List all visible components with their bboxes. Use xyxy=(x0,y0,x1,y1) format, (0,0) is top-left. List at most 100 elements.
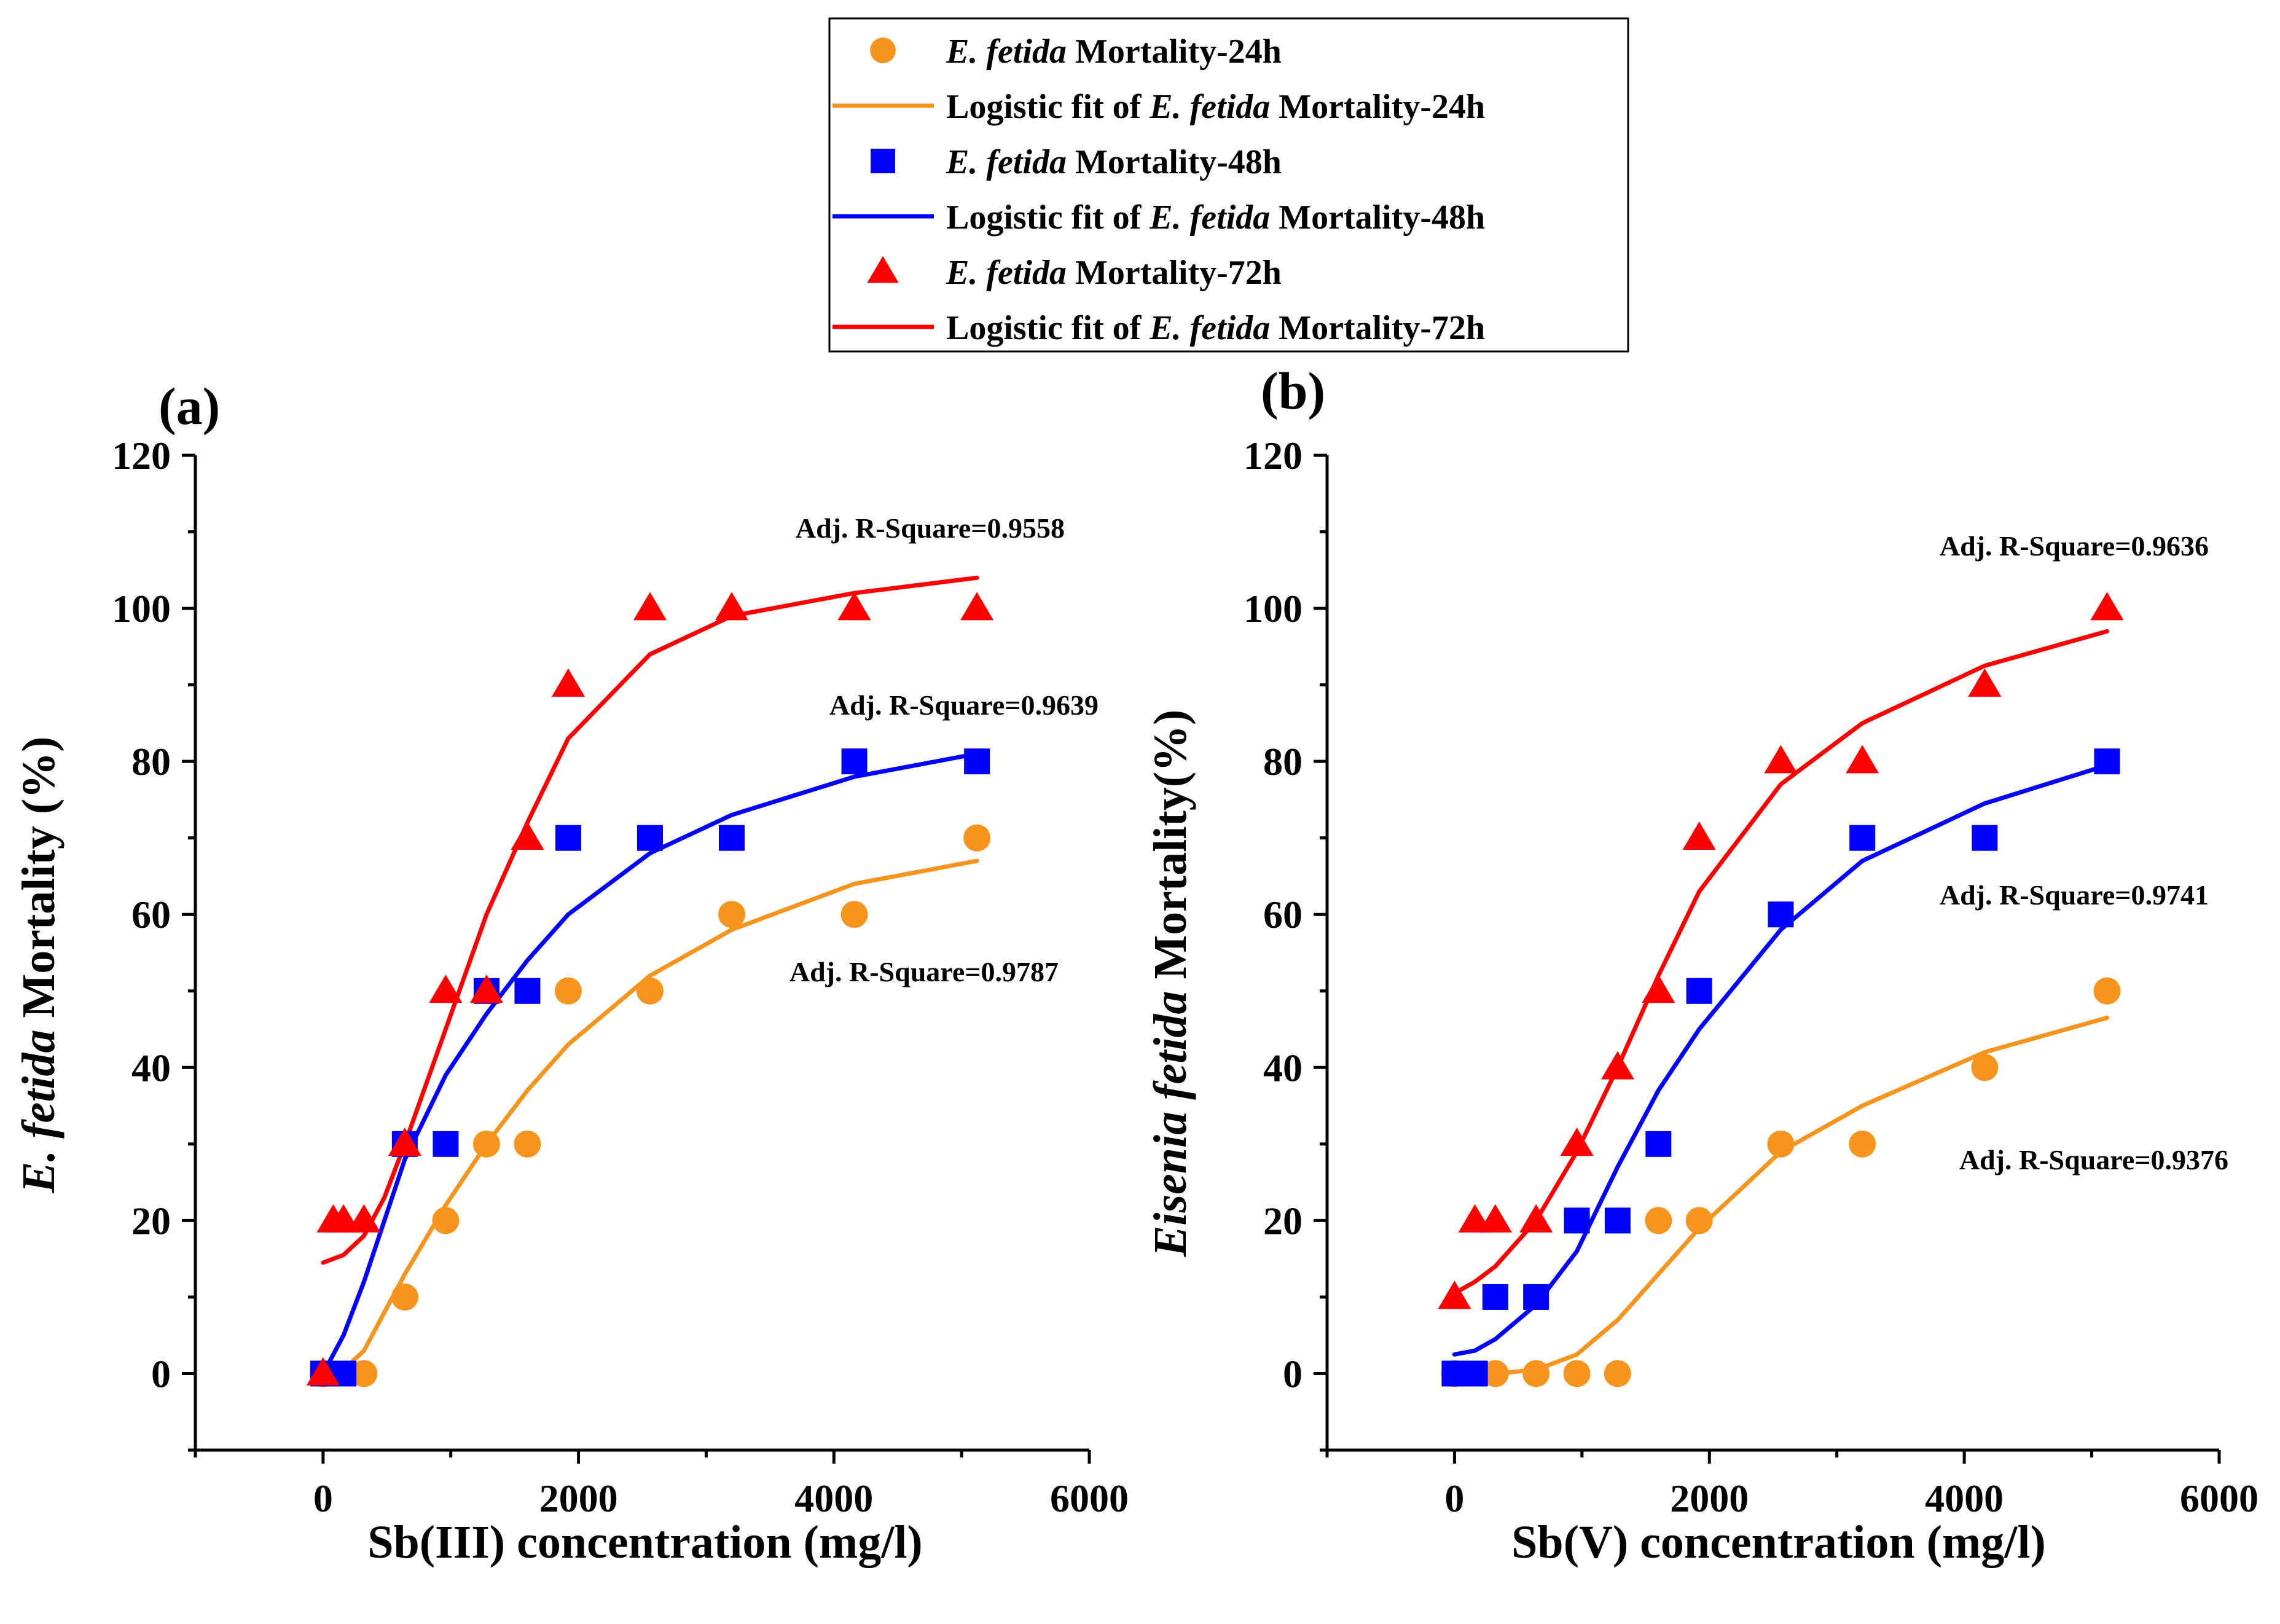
panel-b-y-tick-label: 0 xyxy=(1283,1352,1303,1395)
panel-b-annotations: Adj. R-Square=0.9376 Adj. R-Square=0.9741… xyxy=(1940,530,2228,1175)
panel-b-data-point-24h xyxy=(1685,1207,1713,1234)
panel-b-data-point-72h xyxy=(1600,1051,1634,1080)
panel-a-y-tick-label: 0 xyxy=(151,1352,171,1395)
panel-a-data-point-72h xyxy=(388,1128,421,1156)
legend-label-marker-24h: E. fetida Mortality-24h xyxy=(946,33,1282,71)
panel-a-data-point-24h xyxy=(963,824,991,852)
panel-b-data-point-48h xyxy=(1564,1207,1590,1234)
legend-label-line-24h: Logistic fit of E. fetida Mortality-24h xyxy=(946,88,1485,126)
panel-b-data-point-24h xyxy=(1563,1360,1591,1387)
legend-marker-72h xyxy=(867,256,899,283)
panel-a-data-point-72h xyxy=(511,822,544,850)
panel-b-y-axis-label-italic: Eisenia fetida xyxy=(1145,991,1196,1258)
panel-b-data-point-24h xyxy=(1481,1360,1509,1387)
panel-b-data-point-72h xyxy=(1642,975,1675,1003)
panel-a-fit-line-72h xyxy=(321,575,979,1265)
panel-a-y-axis-label: E. fetida Mortality (%) xyxy=(13,737,65,1194)
panel-a-data-point-24h xyxy=(432,1207,460,1234)
panel-a-y-tick-label: 80 xyxy=(131,740,171,783)
panel-b-label: (b) xyxy=(1261,361,1325,420)
panel-b-y-tick-label: 100 xyxy=(1244,587,1303,630)
legend-label-prefix: Logistic fit of xyxy=(946,88,1150,126)
panel-b-data-point-72h xyxy=(1682,822,1716,850)
panel-a-x-tick-label: 0 xyxy=(313,1477,333,1520)
panel-a-data-point-48h xyxy=(964,748,990,775)
panel-a-data-point-72h xyxy=(960,592,994,621)
panel-b-y-tick-label: 120 xyxy=(1244,434,1303,477)
panel-a-data-point-24h xyxy=(636,977,664,1005)
panel-b-x-tick-label: 4000 xyxy=(1925,1477,2004,1520)
panel-a-data-point-48h xyxy=(555,825,581,851)
panel-b-data-point-72h xyxy=(1968,668,2002,697)
panel-b-data-point-48h xyxy=(1604,1207,1631,1234)
panel-a-y-tick-label: 60 xyxy=(131,893,171,936)
panel-a-adj-r-square-72h: Adj. R-Square=0.9558 xyxy=(796,512,1065,544)
panel-b-adj-r-square-24h: Adj. R-Square=0.9376 xyxy=(1959,1144,2228,1175)
legend-label-text: Mortality-24h xyxy=(1270,88,1485,126)
legend-label-species: E. fetida xyxy=(1149,198,1270,237)
panel-a-y-tick-label: 40 xyxy=(131,1046,171,1089)
legend-label-marker-48h: E. fetida Mortality-48h xyxy=(946,143,1282,181)
panel-b-data-point-72h xyxy=(2090,592,2124,621)
panel-b-data-point-24h xyxy=(1522,1360,1550,1387)
panel-b-y-tick-label: 80 xyxy=(1263,740,1303,783)
panel-b-data-point-48h xyxy=(1686,978,1712,1004)
panel-b-adj-r-square-72h: Adj. R-Square=0.9636 xyxy=(1940,530,2209,562)
panel-a-x-tick-label: 2000 xyxy=(539,1477,618,1520)
panel-a-data-point-72h xyxy=(633,592,667,621)
panel-a-label: (a) xyxy=(159,377,220,436)
panel-a-data-point-48h xyxy=(514,978,541,1004)
panel-a-data-point-24h xyxy=(554,977,582,1005)
panel-b-data-point-72h xyxy=(1478,1204,1512,1233)
legend-label-text: Mortality-24h xyxy=(1067,33,1282,71)
legend-label-text: Mortality-48h xyxy=(1067,143,1282,181)
panel-b-x-axis-label: Sb(V) concentration (mg/l) xyxy=(1511,1516,2046,1568)
panel-b-fit-line-24h xyxy=(1452,1015,2109,1376)
panel-a-data-points xyxy=(306,592,994,1387)
panel-b-data-point-48h xyxy=(1849,825,1876,851)
panel-a-y-axis-label-rest: Mortality (%) xyxy=(13,737,65,1030)
panel-b-data-point-24h xyxy=(1767,1130,1795,1158)
panel-a-data-point-48h xyxy=(637,825,663,851)
panel-a-y-tick-label: 120 xyxy=(112,434,171,477)
panel-a-data-point-48h xyxy=(719,825,745,851)
panel-b-data-point-24h xyxy=(1849,1130,1876,1158)
panel-b-x-tick-label: 0 xyxy=(1444,1477,1464,1520)
panel-a-data-point-24h xyxy=(840,901,868,928)
legend-label-prefix: Logistic fit of xyxy=(946,309,1150,347)
panel-a-y-tick-label: 20 xyxy=(131,1199,171,1242)
panel-b: (b) 0 2000 4000 6000 0 20 40 60 80 100 120 Adj. R-… xyxy=(1145,361,2258,1568)
panel-b-fit-lines xyxy=(1452,629,2109,1376)
panel-a-annotations: Adj. R-Square=0.9787 Adj. R-Square=0.9639… xyxy=(789,512,1099,987)
panel-b-adj-r-square-48h: Adj. R-Square=0.9741 xyxy=(1940,879,2209,911)
panel-a-x-axis-label: Sb(III) concentration (mg/l) xyxy=(367,1516,923,1568)
panel-b-data-point-48h xyxy=(1523,1284,1549,1310)
panel-b-data-point-24h xyxy=(1971,1054,1999,1081)
panel-a-data-point-24h xyxy=(391,1283,418,1311)
panel-b-data-point-48h xyxy=(1645,1131,1672,1157)
panel-b-data-point-24h xyxy=(1604,1360,1631,1387)
panel-b-data-point-72h xyxy=(1438,1281,1471,1309)
panel-a-data-point-72h xyxy=(837,592,871,621)
panel-a: (a) 0 2000 4000 6000 0 20 40 60 80 100 120 Adj. R-… xyxy=(13,377,1129,1568)
panel-b-data-point-48h xyxy=(1462,1360,1488,1387)
legend-label-species: E. fetida xyxy=(946,254,1067,292)
panel-a-x-tick-label: 4000 xyxy=(794,1477,873,1520)
panel-b-data-point-24h xyxy=(2093,977,2121,1005)
panel-a-axes: 0 2000 4000 6000 0 20 40 60 80 100 120 xyxy=(112,434,1129,1520)
panel-a-data-point-24h xyxy=(350,1360,378,1387)
legend-label-text: Mortality-72h xyxy=(1270,309,1485,347)
panel-a-data-point-72h xyxy=(715,592,748,621)
panel-b-y-tick-label: 40 xyxy=(1263,1046,1303,1089)
panel-a-adj-r-square-48h: Adj. R-Square=0.9639 xyxy=(829,689,1099,721)
legend-label-line-72h: Logistic fit of E. fetida Mortality-72h xyxy=(946,309,1485,347)
panel-a-x-tick-label: 6000 xyxy=(1050,1477,1129,1520)
panel-b-data-point-72h xyxy=(1519,1204,1553,1233)
panel-b-data-points xyxy=(1438,592,2124,1387)
panel-b-data-point-48h xyxy=(2094,748,2120,775)
panel-a-data-point-48h xyxy=(433,1131,459,1157)
panel-b-data-point-72h xyxy=(1764,745,1798,774)
legend-label-text: Mortality-48h xyxy=(1270,198,1485,237)
